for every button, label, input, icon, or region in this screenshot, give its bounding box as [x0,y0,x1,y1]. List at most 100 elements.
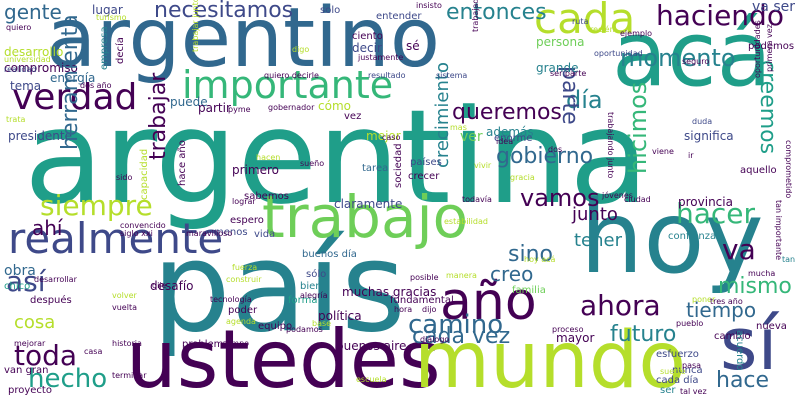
word-equipo: equipo [258,321,293,332]
word-solo: solo [320,5,341,16]
word-tecnologia: tecnología [210,295,252,304]
word-mucha: mucha [748,269,776,278]
word-tema: cosa [14,312,56,333]
word-claramente: claramente [334,197,403,211]
word-presidente: ver [460,129,483,145]
word-acuerdo: acuerdo [734,330,745,371]
word-compromiso: obra [4,263,36,279]
word-confianza: confianza [668,231,717,242]
word-tres-ano: tres año [710,297,743,306]
word-problema: problema [182,339,230,350]
word-trabajar-junto: trabajar junto [191,0,200,52]
word-campo: campo [222,339,250,348]
word-empresa: empresa [99,26,110,70]
word-dos: dos [548,145,563,154]
word-van-gran: van gran [4,365,49,376]
word-momento: queremos [452,100,562,125]
word-ciento: ciento [352,31,383,42]
word-dije: dije [152,281,167,290]
word-fuerza: fuerza [232,263,258,272]
word-mejorar: mejorar [14,339,46,348]
word-junto: sino [508,242,553,267]
word-hicimos: partir [198,101,231,115]
word-va-ser: va ser [752,0,795,15]
word-idea: idea [496,137,514,146]
word-pasa: pasa [682,361,702,370]
word-importante: importante [182,63,394,107]
word-podemos: podemos [748,41,795,52]
word-hora: hora [394,305,413,314]
word-comprometido: comprometido [784,140,793,199]
word-manera: manera [446,271,477,280]
word-capacidad: capacidad [139,148,150,200]
word-solo2: sólo [306,269,327,280]
word-viene: viene [652,147,674,156]
word-dialogo: diálogo [420,335,450,344]
word-si: sí [720,302,778,386]
word-lograr: lograr [232,197,256,206]
word-sociedad: sociedad [393,143,404,188]
word-tiempo: herramienta [58,14,83,150]
word-poner: poner [692,295,716,304]
word-siglo-xxi: siglo xxi [120,229,153,238]
word-puede: compromiso [4,61,78,75]
word-primera-vez: primera vez [765,24,774,72]
word-familia: familia [512,285,546,296]
word-muchas-gracias: muchas gracias [342,285,437,299]
word-ano: año [440,272,537,332]
word-pyme: pyme [228,105,251,114]
word-decia: decía [115,37,126,64]
word-bien: bien [300,281,322,292]
word-pueblo: pueblo [676,319,704,328]
word-oportunidades: oportunidades [753,20,762,78]
word-construir: construir [226,275,262,284]
word-desarrollar: desarrollar [34,275,77,284]
word-cada: cada [534,0,636,43]
word-argentina: argentina [24,81,649,233]
word-cada-dia: cada día [656,375,699,386]
word-decir: decir [352,41,382,55]
word-nueva: cómo [318,99,351,113]
word-turismo: turismo [96,13,127,22]
word-universidad: universidad [4,55,51,64]
word-cada-vez: entonces [446,0,547,25]
word-fundamental: fundamental [390,295,454,306]
word-trabajadores: trabajadores [471,0,480,32]
word-digo: digo [292,45,310,54]
word-jovenes: jóvenes [602,191,633,200]
word-resultado: resultado [368,71,406,80]
word-ademas: tener [574,230,623,251]
word-crecimiento: energía [50,71,96,85]
word-dos-ano: dos año [80,81,112,90]
word-gobernador: gobernador [268,103,315,112]
word-agenda: agenda [226,317,256,326]
word-dia: hicimos [624,81,652,174]
word-siempre: siempre [40,189,153,222]
word-poder: poder [228,305,258,316]
word-historia: historia [112,339,142,348]
word-mismo: gente [4,0,62,24]
word-partir: desarrollo [4,45,64,59]
word-oportunidad: oportunidad [594,49,643,58]
word-despues: después [30,295,72,306]
word-todavia: todavía [462,195,492,204]
word-como: tema [10,79,42,93]
word-creo: momento [620,44,736,72]
word-ejemplo: ejemplo [620,29,653,38]
word-vivir: vivir [474,161,492,170]
word-realidad: realidad [4,65,37,74]
word-maravilloso: maravilloso [186,229,233,238]
word-sueno: sueño [300,159,325,168]
word-mayor: mayor [556,331,595,345]
word-tan-importante: tan importante [774,200,783,261]
word-hacen: hacen [256,153,281,162]
word-vamos: cada vez [412,324,511,349]
word-sabemos: sabemos [244,191,289,202]
word-buenos-aire: buenos aire [336,339,407,353]
word-aca: acá [612,2,772,107]
word-obra: mismo [718,274,792,299]
word-vida: vida [254,229,276,240]
word-sido: sido [116,173,133,182]
word-hace: ahí [32,216,63,240]
